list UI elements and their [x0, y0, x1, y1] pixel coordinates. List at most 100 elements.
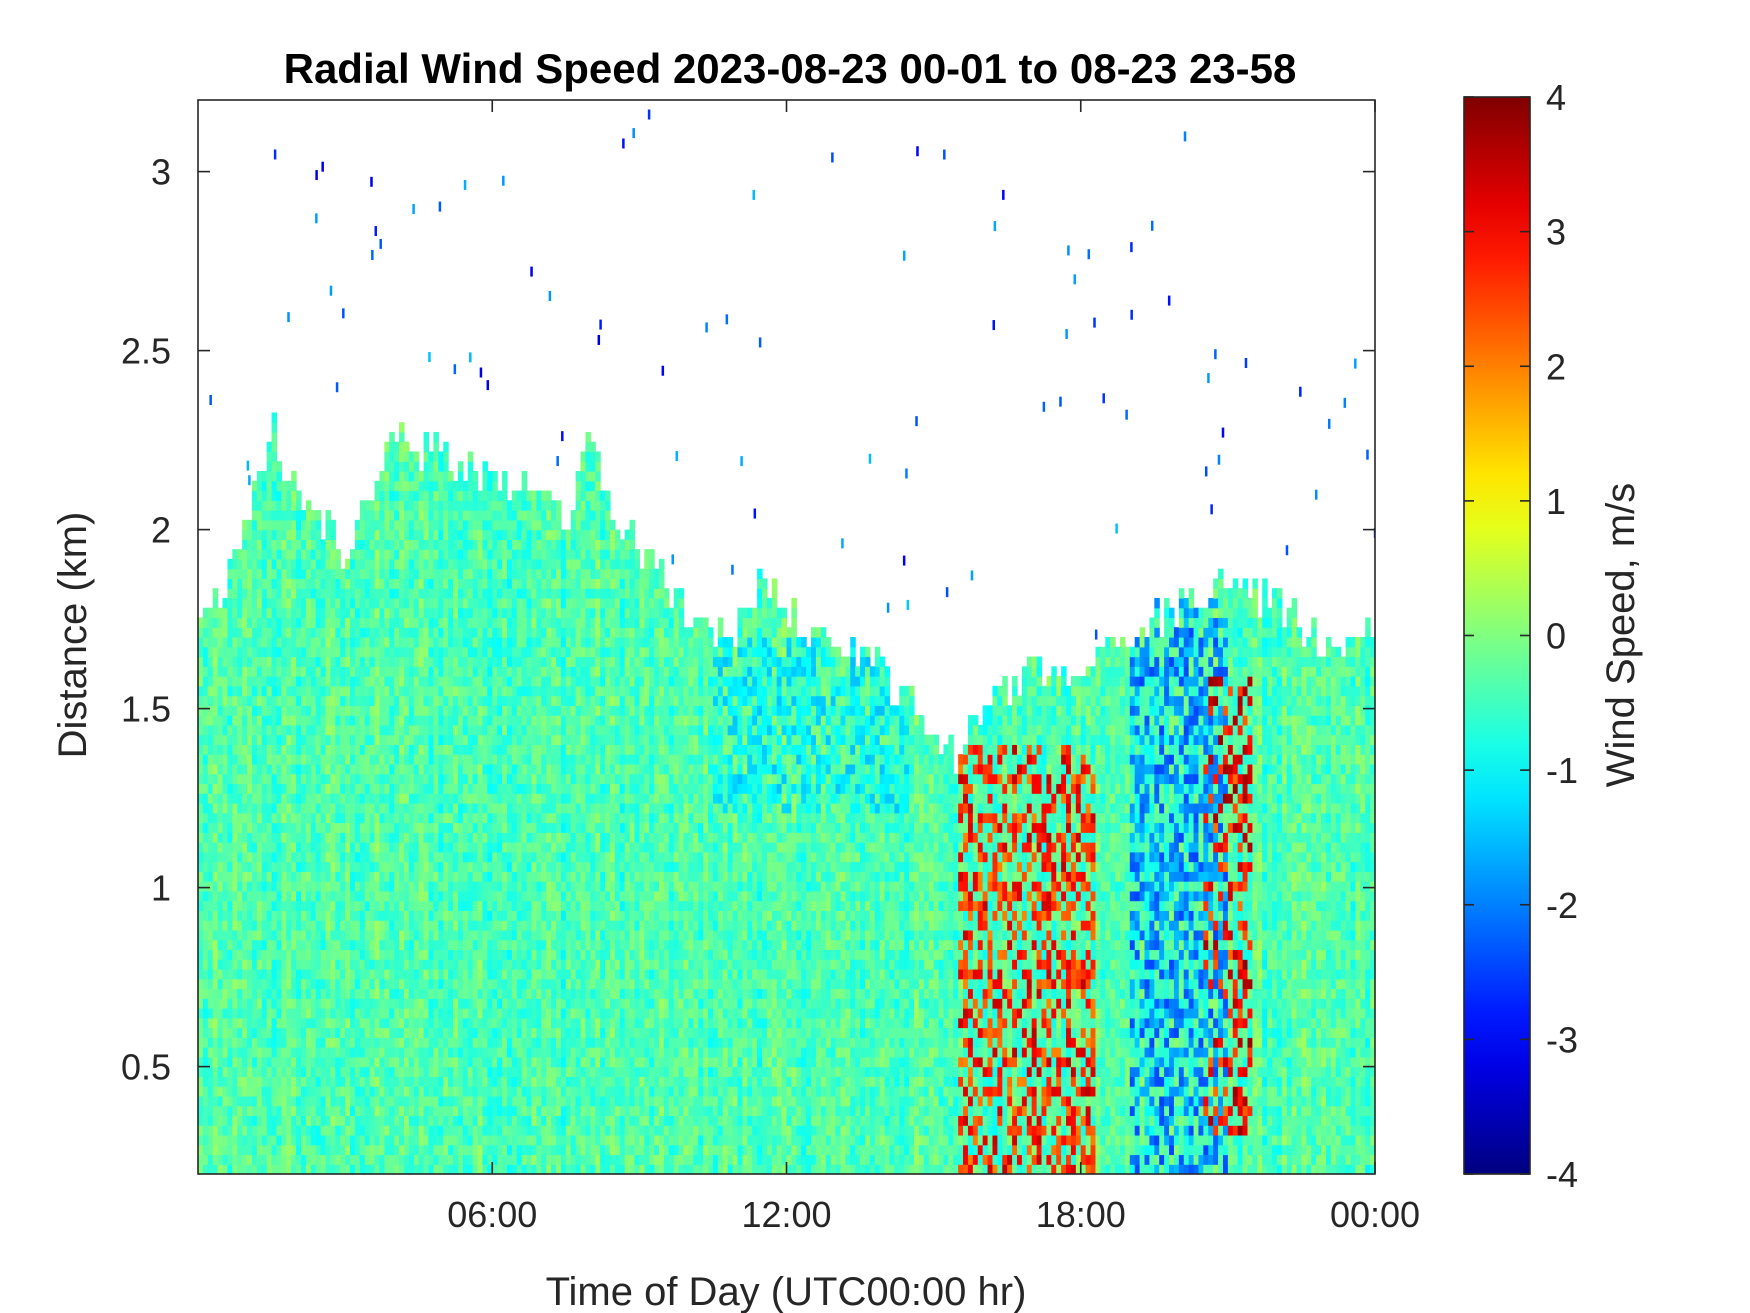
heatmap-cell	[237, 1095, 243, 1107]
heatmap-cell	[531, 1017, 537, 1029]
heatmap-cell	[305, 705, 312, 716]
heatmap-cell	[286, 1154, 292, 1165]
heatmap-cell	[443, 900, 449, 911]
heatmap-cell	[453, 744, 459, 755]
heatmap-cell	[315, 949, 322, 960]
heatmap-cell	[403, 656, 410, 667]
heatmap-cell	[251, 685, 258, 697]
heatmap-cell	[492, 558, 498, 570]
heatmap-cell	[418, 705, 425, 716]
heatmap-cell	[247, 1086, 253, 1097]
heatmap-cell	[403, 510, 410, 521]
heatmap-cell	[482, 861, 488, 872]
heatmap-cell	[261, 1134, 268, 1146]
heatmap-cell	[492, 744, 498, 755]
heatmap-cell	[403, 988, 410, 999]
heatmap-cell	[521, 998, 528, 1009]
heatmap-cell	[340, 685, 346, 697]
heatmap-cell	[256, 490, 263, 501]
heatmap-cell	[443, 549, 449, 560]
heatmap-cell	[222, 637, 229, 648]
heatmap-cell	[261, 1027, 268, 1038]
heatmap-cell	[217, 822, 224, 833]
heatmap-cell	[472, 1115, 479, 1126]
heatmap-cell	[251, 656, 258, 667]
heatmap-cell	[438, 685, 444, 697]
heatmap-cell	[433, 695, 439, 706]
heatmap-cell	[217, 929, 224, 941]
heatmap-cell	[453, 1115, 459, 1126]
heatmap-cell	[403, 763, 410, 775]
heatmap-cell	[453, 607, 459, 619]
heatmap-cell	[237, 939, 243, 951]
heatmap-cell	[472, 617, 479, 628]
heatmap-cell	[374, 549, 381, 560]
heatmap-cell	[423, 637, 430, 648]
heatmap-cell	[423, 1027, 430, 1038]
heatmap-cell	[364, 900, 371, 911]
heatmap-cell	[256, 1154, 263, 1165]
heatmap-cell	[261, 715, 268, 726]
heatmap-cell	[438, 1056, 444, 1068]
heatmap-cell	[477, 724, 484, 736]
heatmap-cell	[266, 597, 273, 609]
heatmap-cell	[448, 929, 454, 941]
heatmap-cell	[389, 666, 395, 677]
heatmap-cell	[266, 695, 273, 706]
heatmap-cell	[408, 666, 415, 677]
heatmap-cell	[423, 646, 430, 658]
heatmap-cell	[399, 939, 405, 951]
heatmap-cell	[202, 1027, 209, 1038]
heatmap-cell	[364, 500, 371, 511]
heatmap-cell	[423, 617, 430, 628]
heatmap-cell	[340, 939, 346, 951]
heatmap-cell	[305, 1125, 312, 1136]
heatmap-cell	[472, 851, 479, 863]
heatmap-cell	[394, 1154, 400, 1165]
heatmap-cell	[340, 588, 346, 599]
heatmap-cell	[369, 929, 376, 941]
heatmap-cell	[408, 998, 415, 1009]
heatmap-cell	[492, 842, 498, 853]
heatmap-cell	[497, 510, 503, 521]
heatmap-cell	[359, 539, 366, 550]
heatmap-cell	[497, 578, 503, 589]
heatmap-cell	[526, 578, 533, 589]
heatmap-cell	[217, 656, 224, 667]
heatmap-cell	[438, 851, 444, 863]
heatmap-cell	[251, 705, 258, 716]
heatmap-cell	[408, 607, 415, 619]
heatmap-cell	[418, 597, 425, 609]
heatmap-cell	[300, 715, 307, 726]
heatmap-cell	[350, 744, 356, 755]
heatmap-cell	[369, 998, 376, 1009]
heatmap-cell	[384, 558, 390, 570]
heatmap-cell	[423, 695, 430, 706]
heatmap-cell	[497, 978, 503, 990]
heatmap-cell	[423, 1144, 430, 1156]
heatmap-cell	[438, 1115, 444, 1126]
heatmap-cell	[232, 1017, 238, 1029]
heatmap-cell	[403, 744, 410, 755]
heatmap-cell	[345, 695, 351, 706]
heatmap-cell	[227, 773, 233, 785]
heatmap-cell	[325, 763, 332, 775]
heatmap-cell	[227, 666, 233, 677]
heatmap-cell	[330, 539, 336, 550]
heatmap-cell	[408, 1047, 415, 1058]
heatmap-cell	[472, 959, 479, 970]
heatmap-cell	[418, 929, 425, 941]
heatmap-cell	[359, 900, 366, 911]
heatmap-cell	[408, 793, 415, 804]
heatmap-cell	[482, 705, 488, 716]
heatmap-cell	[276, 998, 282, 1009]
heatmap-cell	[261, 861, 268, 872]
heatmap-cell	[335, 754, 341, 765]
heatmap-cell	[428, 480, 434, 492]
heatmap-cell	[232, 783, 238, 794]
heatmap-cell	[296, 685, 302, 697]
heatmap-cell	[399, 881, 405, 892]
heatmap-cell	[320, 715, 327, 726]
heatmap-cell	[457, 1066, 464, 1077]
heatmap-cell	[300, 1164, 307, 1174]
